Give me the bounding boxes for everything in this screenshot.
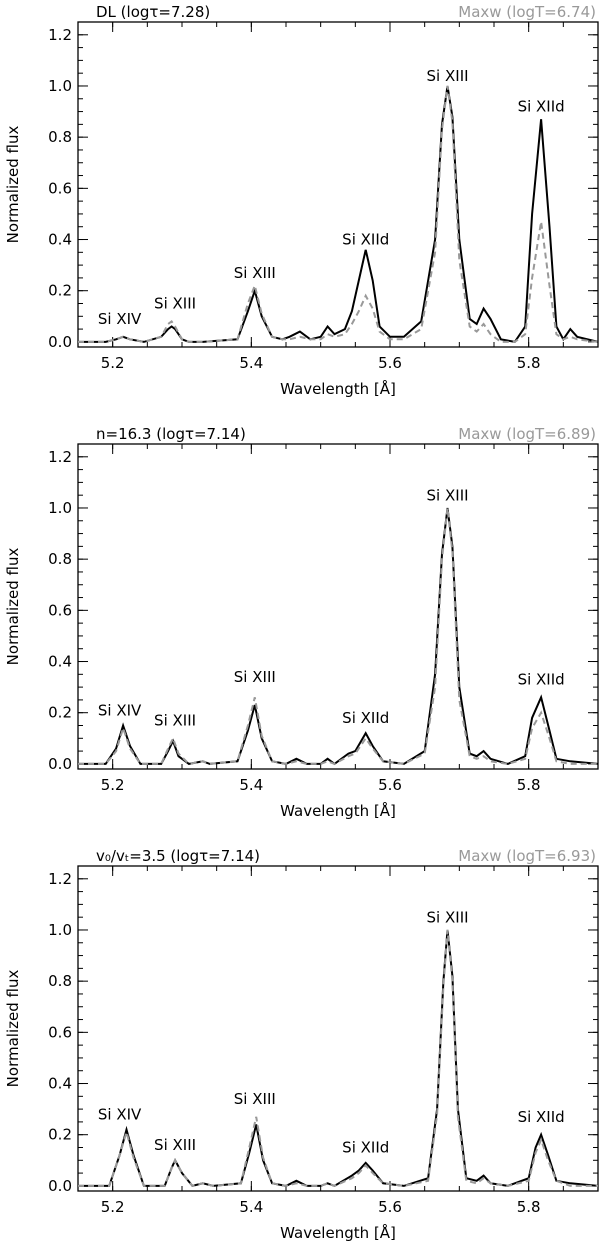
chart-panel-3: v₀/vₜ=3.5 (logτ=7.14) Maxw (logT=6.93) 0.0… bbox=[4, 847, 599, 1242]
line-label: Si XIII bbox=[427, 908, 469, 926]
y-tick-label: 1.0 bbox=[48, 499, 72, 517]
y-axis-title: Normalized flux bbox=[4, 970, 22, 1088]
chart-panel-1: DL (logτ=7.28) Maxw (logT=6.74) 0.0 0.2 0.4 0… bbox=[4, 3, 599, 398]
x-tick-label: 5.6 bbox=[378, 1198, 402, 1216]
y-tick-label: 0.6 bbox=[48, 1023, 72, 1041]
y-tick-label: 0.0 bbox=[48, 1177, 72, 1195]
line-label: Si XIId bbox=[518, 1108, 565, 1126]
chart-panel-2: n=16.3 (logτ=7.14) Maxw (logT=6.89) 0.0 0.2… bbox=[4, 425, 599, 820]
y-tick-label: 0.8 bbox=[48, 128, 72, 146]
y-tick-label: 1.2 bbox=[48, 26, 72, 44]
line-label: Si XIId bbox=[518, 98, 565, 116]
panel-title-right: Maxw (logT=6.89) bbox=[458, 425, 596, 443]
x-tick-label: 5.8 bbox=[517, 1198, 541, 1216]
y-tick-label: 1.2 bbox=[48, 448, 72, 466]
line-label: Si XIId bbox=[342, 709, 389, 727]
series-line-maxwellian bbox=[78, 507, 598, 765]
panel-title-left: n=16.3 (logτ=7.14) bbox=[96, 425, 246, 443]
y-tick-label: 0.6 bbox=[48, 601, 72, 619]
plot-frame bbox=[77, 21, 599, 348]
plot-frame bbox=[77, 443, 599, 770]
line-label: Si XIII bbox=[427, 486, 469, 504]
x-tick-label: 5.4 bbox=[239, 1198, 263, 1216]
y-tick-label: 0.0 bbox=[48, 333, 72, 351]
x-tick-label: 5.8 bbox=[517, 776, 541, 794]
y-axis-title: Normalized flux bbox=[4, 548, 22, 666]
line-label: Si XIV bbox=[98, 701, 142, 719]
x-tick-label: 5.8 bbox=[517, 354, 541, 372]
x-tick-label: 5.4 bbox=[239, 776, 263, 794]
line-label: Si XIId bbox=[518, 671, 565, 689]
line-label: Si XIII bbox=[234, 264, 276, 282]
line-label: Si XIII bbox=[154, 1136, 196, 1154]
plot-frame bbox=[77, 865, 599, 1192]
x-axis-title: Wavelength [Å] bbox=[280, 379, 396, 398]
series-line-maxwellian bbox=[78, 85, 599, 343]
y-tick-label: 0.2 bbox=[48, 704, 72, 722]
x-tick-label: 5.4 bbox=[239, 354, 263, 372]
line-label: Si XIII bbox=[154, 711, 196, 729]
series-line-maxwellian bbox=[78, 929, 598, 1188]
y-tick-label: 0.4 bbox=[48, 653, 72, 671]
y-tick-label: 1.0 bbox=[48, 921, 72, 939]
line-label: Si XIId bbox=[342, 1139, 389, 1157]
x-axis-title: Wavelength [Å] bbox=[280, 1223, 396, 1242]
panel-title-right: Maxw (logT=6.74) bbox=[458, 3, 596, 21]
line-label: Si XIV bbox=[98, 1105, 142, 1123]
panel-title-right: Maxw (logT=6.93) bbox=[458, 847, 596, 865]
y-tick-label: 0.4 bbox=[48, 231, 72, 249]
y-tick-label: 0.2 bbox=[48, 282, 72, 300]
y-axis-title: Normalized flux bbox=[4, 126, 22, 244]
series-line-model bbox=[78, 507, 599, 766]
panel-title-left: DL (logτ=7.28) bbox=[96, 3, 210, 21]
y-tick-label: 1.2 bbox=[48, 870, 72, 888]
x-tick-label: 5.6 bbox=[378, 776, 402, 794]
x-axis-title: Wavelength [Å] bbox=[280, 801, 396, 820]
y-tick-label: 0.4 bbox=[48, 1075, 72, 1093]
line-label: Si XIId bbox=[342, 231, 389, 249]
y-tick-label: 0.8 bbox=[48, 972, 72, 990]
x-tick-label: 5.6 bbox=[378, 354, 402, 372]
line-label: Si XIII bbox=[154, 295, 196, 313]
y-tick-label: 0.0 bbox=[48, 755, 72, 773]
x-tick-label: 5.2 bbox=[101, 354, 125, 372]
series-line-model bbox=[78, 85, 599, 344]
y-tick-label: 0.2 bbox=[48, 1126, 72, 1144]
line-label: Si XIV bbox=[98, 310, 142, 328]
y-tick-label: 0.6 bbox=[48, 179, 72, 197]
line-label: Si XIII bbox=[234, 668, 276, 686]
y-tick-label: 1.0 bbox=[48, 77, 72, 95]
line-label: Si XIII bbox=[234, 1090, 276, 1108]
line-label: Si XIII bbox=[427, 67, 469, 85]
x-tick-label: 5.2 bbox=[101, 776, 125, 794]
x-tick-label: 5.2 bbox=[101, 1198, 125, 1216]
y-tick-label: 0.8 bbox=[48, 550, 72, 568]
panel-title-left: v₀/vₜ=3.5 (logτ=7.14) bbox=[96, 847, 260, 865]
